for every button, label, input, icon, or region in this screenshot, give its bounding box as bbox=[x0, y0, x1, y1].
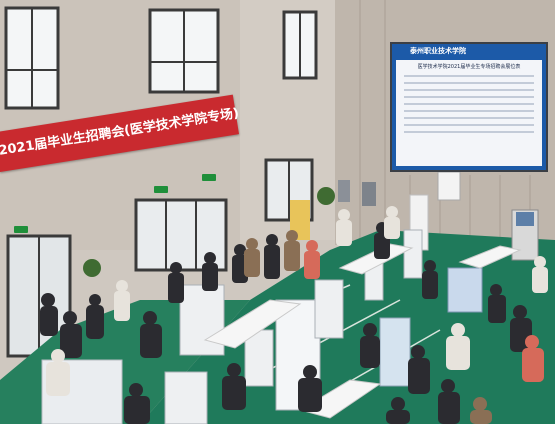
upper-windows bbox=[4, 6, 318, 110]
exit-sign bbox=[154, 186, 168, 193]
screen-text-line bbox=[404, 89, 534, 91]
exit-sign bbox=[202, 174, 216, 181]
screen-content: 医学技术学院2021届毕业生专场招聘会展位表 bbox=[396, 60, 542, 166]
screen-text-line bbox=[404, 75, 534, 77]
wall-panels bbox=[359, 0, 531, 245]
screen-text-line bbox=[404, 96, 534, 98]
display-screen: 泰州职业技术学院 医学技术学院2021届毕业生专场招聘会展位表 bbox=[390, 42, 548, 172]
screen-text-line bbox=[404, 82, 534, 84]
screen-text-line bbox=[404, 117, 534, 119]
screen-text-line bbox=[404, 103, 534, 105]
screen-title: 医学技术学院2021届毕业生专场招聘会展位表 bbox=[417, 64, 521, 70]
exit-sign bbox=[14, 226, 28, 233]
screen-text-line bbox=[404, 131, 534, 133]
screen-header: 泰州职业技术学院 bbox=[410, 47, 466, 55]
potted-plants bbox=[83, 187, 335, 277]
screen-text-line bbox=[404, 110, 534, 112]
screen-text-line bbox=[404, 124, 534, 126]
crowd bbox=[40, 206, 548, 424]
